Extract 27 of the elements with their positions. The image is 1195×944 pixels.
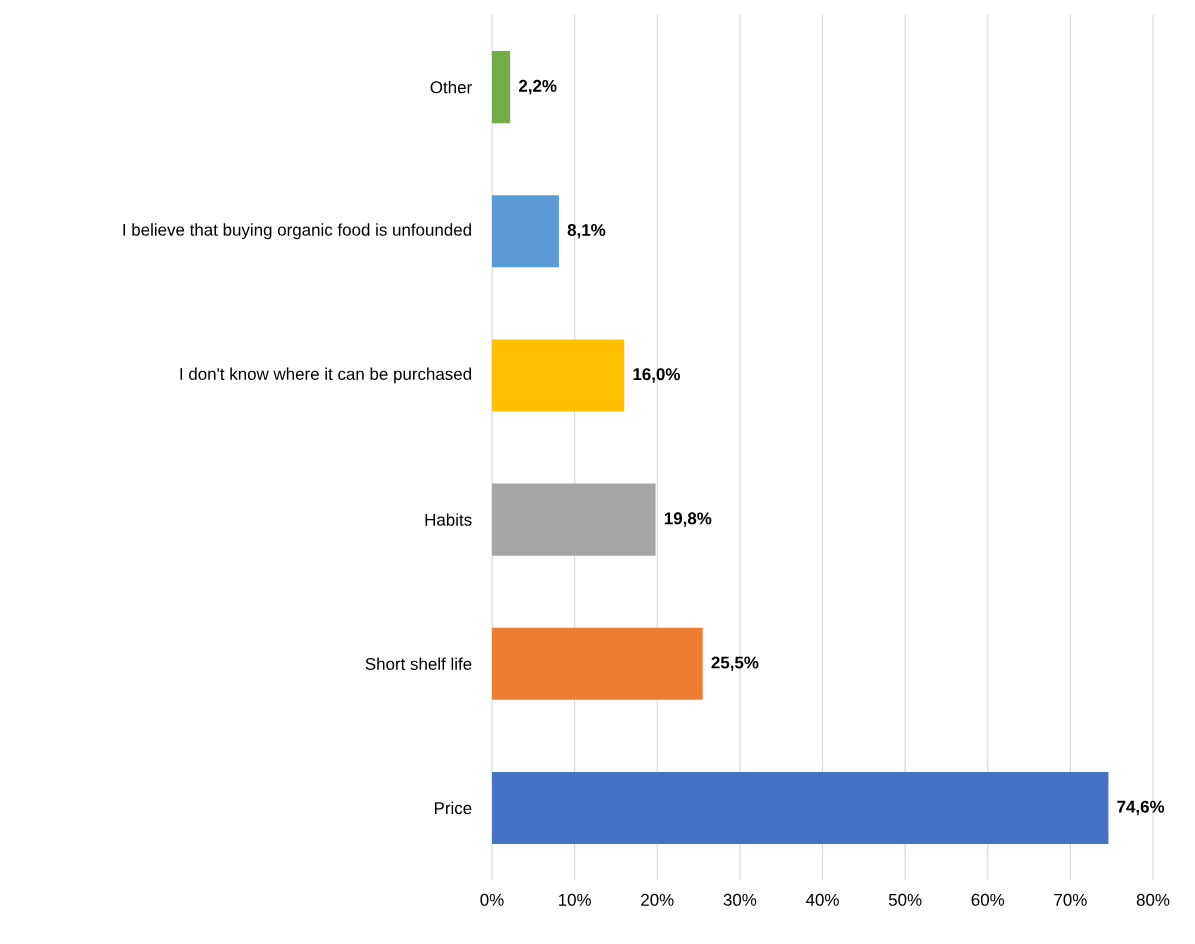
bar: [492, 51, 511, 124]
data-label: 16,0%: [633, 368, 680, 383]
x-tick-label: 60%: [971, 893, 1005, 906]
bar: [492, 195, 559, 268]
x-tick-label: 10%: [558, 893, 591, 906]
data-label: 2,2%: [518, 79, 557, 95]
x-tick-label: 30%: [723, 893, 757, 906]
bar: [492, 483, 656, 556]
x-tick-label: 70%: [1054, 893, 1087, 906]
y-tick-label: Other: [430, 80, 472, 94]
y-tick-label: Short shelf life: [365, 657, 472, 670]
x-tick-label: 0%: [480, 893, 504, 906]
data-label: 25,5%: [711, 656, 759, 671]
bar: [492, 627, 703, 700]
bar: [492, 339, 625, 412]
bar: [492, 771, 1109, 844]
x-tick-label: 80%: [1136, 893, 1170, 906]
y-tick-label: Habits: [425, 513, 472, 526]
x-tick-label: 40%: [805, 893, 839, 906]
data-label: 19,8%: [664, 512, 712, 527]
y-tick-label: Price: [434, 801, 472, 815]
data-label: 8,1%: [567, 224, 606, 239]
y-tick-label: I don't know where it can be purchased: [180, 367, 472, 384]
data-label: 74,6%: [1117, 800, 1165, 816]
y-tick-label: I believe that buying organic food is unfounded: [123, 223, 471, 240]
x-tick-label: 50%: [888, 893, 922, 906]
x-tick-label: 20%: [641, 893, 674, 906]
